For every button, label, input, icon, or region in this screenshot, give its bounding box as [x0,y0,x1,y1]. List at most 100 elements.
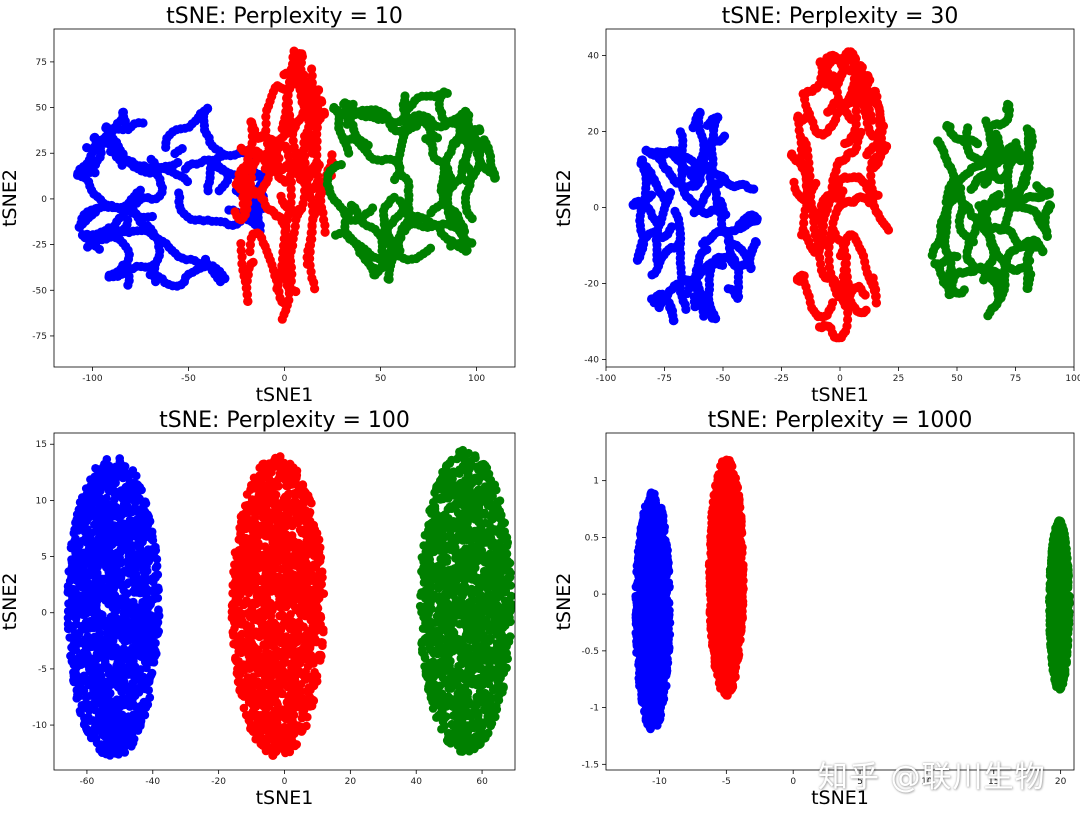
data-point [174,188,184,198]
y-tick-label: 75 [36,58,47,68]
data-point [740,260,751,270]
data-point [132,714,142,724]
data-point [140,710,150,720]
data-point [137,578,147,588]
data-point [78,536,87,546]
data-point [203,186,213,196]
data-point [302,252,312,262]
y-tick-label: -40 [584,355,599,365]
data-point [307,64,317,74]
data-point [979,275,989,285]
data-point [840,288,851,298]
data-point [247,131,257,141]
data-point [972,139,983,149]
data-point [148,586,157,595]
data-point [151,573,160,582]
data-point [446,116,456,126]
data-point [991,129,1001,139]
data-point [719,131,730,141]
data-point [797,158,807,168]
y-tick-label: 0 [593,203,599,213]
data-point [290,61,300,72]
data-point [818,221,829,231]
data-point [71,548,80,558]
data-point [104,677,114,686]
data-point [804,165,815,175]
data-point [98,729,107,738]
data-point [135,613,144,623]
data-point [91,673,101,683]
data-point [67,555,76,564]
data-point [89,498,98,508]
data-point [106,718,115,728]
x-tick-label: -50 [716,374,731,384]
data-point [302,259,312,269]
data-point [78,599,88,608]
data-point [81,609,91,619]
data-point [104,668,114,677]
data-point [141,566,151,576]
data-point [442,88,452,98]
series-class_c [927,99,1056,321]
data-point [90,605,99,614]
data-point [144,620,154,629]
data-point [91,721,100,731]
data-point [247,117,257,128]
data-point [295,85,305,95]
data-point [72,510,82,519]
data-point [131,552,140,562]
data-point [144,685,153,695]
data-point [140,497,150,507]
data-point [132,532,142,542]
data-point [723,284,733,294]
data-point [457,134,467,144]
data-point [83,650,92,659]
data-point [115,654,125,663]
data-point [238,192,248,202]
data-point [307,71,317,81]
data-point [384,274,394,284]
data-point [290,221,300,231]
data-point [286,262,296,272]
data-point [319,215,329,225]
data-point [299,193,309,203]
data-point [102,575,112,584]
data-point [129,627,138,637]
y-axis-label: tSNE2 [553,169,575,227]
data-point [311,128,321,139]
data-point [69,640,78,650]
data-point [806,191,816,201]
data-point [310,284,320,294]
data-point [425,243,436,253]
data-point [66,609,75,618]
data-point [281,100,291,110]
data-point [243,296,253,306]
chart-title: tSNE: Perplexity = 30 [722,4,959,29]
data-point [86,485,96,494]
data-point [245,247,255,257]
data-point [130,503,140,513]
x-tick-label: -100 [82,374,103,384]
data-point [843,308,853,318]
data-point [103,127,114,137]
data-point [320,227,330,237]
data-point [97,748,107,757]
data-point [237,259,247,269]
data-point [92,473,101,483]
y-tick-label: 50 [36,104,48,114]
x-tick-label: 100 [468,374,485,384]
data-point [799,218,809,228]
data-point [121,599,131,608]
data-point [133,521,142,530]
data-point [247,124,257,135]
data-point [89,689,98,699]
data-point [124,694,134,704]
data-point [344,148,354,158]
data-point [92,548,101,558]
data-point [313,96,323,106]
data-point [119,586,128,595]
data-point [122,533,131,542]
data-point [85,599,94,608]
data-point [98,645,107,655]
